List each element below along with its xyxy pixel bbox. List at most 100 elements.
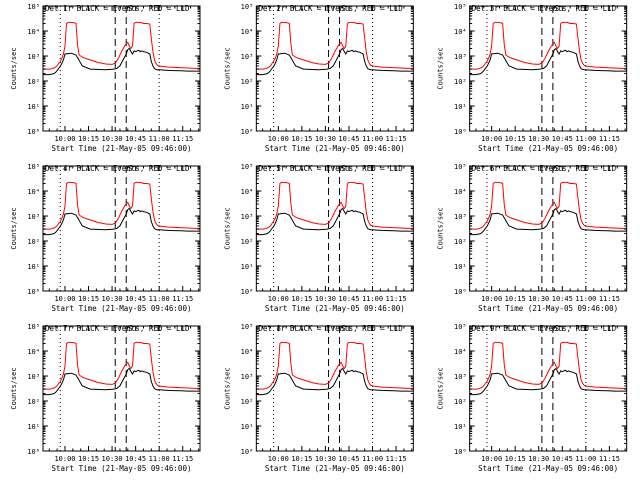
- x-tick-label: 11:00: [149, 295, 170, 303]
- x-tick-label: 10:00: [54, 455, 75, 463]
- x-tick-label: 11:15: [599, 455, 620, 463]
- y-tick-label: 10²: [27, 398, 40, 406]
- x-tick-label: 11:00: [149, 135, 170, 143]
- y-tick-label: 10³: [454, 373, 467, 381]
- x-tick-label: 10:15: [78, 135, 99, 143]
- y-tick-label: 10⁵: [241, 3, 254, 11]
- plot-frame: [255, 325, 414, 452]
- y-tick-label: 10³: [27, 53, 40, 61]
- events-series-line: [256, 47, 414, 76]
- event-marker-label: S: [341, 164, 346, 173]
- y-tick-label: 10⁰: [241, 448, 254, 456]
- y-tick-label: 10⁴: [27, 348, 40, 356]
- y-tick-label: 10³: [241, 373, 254, 381]
- x-tick-label: 11:15: [172, 295, 193, 303]
- x-tick-label: 10:30: [102, 295, 123, 303]
- x-tick-label: 11:15: [386, 455, 407, 463]
- x-tick-label: 10:30: [315, 455, 336, 463]
- y-tick-label: 10²: [241, 78, 254, 86]
- y-axis-label: Counts/sec: [10, 207, 18, 249]
- x-tick-label: 11:15: [172, 455, 193, 463]
- y-tick-label: 10¹: [241, 103, 254, 111]
- event-marker-label: S: [128, 164, 133, 173]
- y-tick-label: 10⁴: [27, 188, 40, 196]
- x-tick-label: 11:15: [599, 295, 620, 303]
- event-marker-label: E: [157, 4, 162, 13]
- plot-frame: [255, 5, 414, 132]
- event-marker-label: E: [157, 164, 162, 173]
- event-marker-label: S: [128, 4, 133, 13]
- y-axis-label: Counts/sec: [10, 367, 18, 409]
- y-tick-label: 10³: [241, 213, 254, 221]
- event-marker-label: S: [341, 324, 346, 333]
- y-tick-label: 10³: [454, 213, 467, 221]
- x-tick-label: 10:00: [54, 135, 75, 143]
- y-tick-label: 10⁰: [27, 448, 40, 456]
- x-tick-label: 11:15: [386, 295, 407, 303]
- event-marker-label: E: [583, 324, 588, 333]
- x-tick-label: 10:30: [528, 455, 549, 463]
- x-tick-label: 10:45: [338, 455, 359, 463]
- y-tick-label: 10⁴: [454, 348, 467, 356]
- y-tick-label: 10²: [454, 398, 467, 406]
- y-axis-label: Counts/sec: [437, 207, 445, 249]
- y-axis-label: Counts/sec: [437, 47, 445, 89]
- y-tick-label: 10¹: [454, 423, 467, 431]
- plot-frame: [42, 5, 201, 132]
- plot-frame: [469, 325, 628, 452]
- x-tick-label: 10:15: [505, 295, 526, 303]
- events-series-line: [469, 207, 627, 236]
- y-tick-label: 10⁴: [27, 28, 40, 36]
- event-marker-label: E: [583, 4, 588, 13]
- y-tick-label: 10⁰: [454, 288, 467, 296]
- y-tick-label: 10⁵: [27, 323, 40, 331]
- panel-title: Det 8r BLACK = Events, RED = LLD: [258, 324, 403, 333]
- x-axis-label: Start Time (21-May-05 09:46:00): [478, 144, 618, 153]
- x-tick-label: 10:00: [481, 295, 502, 303]
- panel-title: Det 7r BLACK = Events, RED = LLD: [45, 324, 190, 333]
- y-tick-label: 10⁴: [241, 348, 254, 356]
- x-tick-label: 10:00: [481, 455, 502, 463]
- x-axis-label: Start Time (21-May-05 09:46:00): [265, 304, 405, 313]
- plot-frame: [469, 165, 628, 292]
- y-tick-label: 10⁵: [27, 3, 40, 11]
- x-tick-label: 10:15: [78, 455, 99, 463]
- lld-series-line: [469, 181, 627, 230]
- x-tick-label: 10:00: [481, 135, 502, 143]
- x-tick-label: 11:00: [149, 455, 170, 463]
- x-tick-label: 10:30: [528, 135, 549, 143]
- panel-title: Det 3r BLACK = Events, RED = LLD: [472, 4, 617, 13]
- events-series-line: [43, 47, 200, 76]
- event-marker-label: E: [583, 164, 588, 173]
- x-tick-label: 10:30: [528, 295, 549, 303]
- lld-series-line: [43, 341, 200, 390]
- y-tick-label: 10⁵: [241, 163, 254, 171]
- x-tick-label: 10:00: [268, 135, 289, 143]
- x-tick-label: 11:15: [386, 135, 407, 143]
- y-tick-label: 10³: [27, 373, 40, 381]
- plot-frame: [42, 165, 201, 292]
- x-axis-label: Start Time (21-May-05 09:46:00): [52, 144, 192, 153]
- event-marker-label: S: [554, 164, 559, 173]
- x-tick-label: 11:15: [172, 135, 193, 143]
- panel-title: Det 5r BLACK = Events, RED = LLD: [258, 164, 403, 173]
- x-tick-label: 11:00: [362, 455, 383, 463]
- lld-series-line: [256, 21, 414, 70]
- panel-title: Det 4r BLACK = Events, RED = LLD: [45, 164, 190, 173]
- x-tick-label: 11:15: [599, 135, 620, 143]
- y-tick-label: 10⁰: [454, 128, 467, 136]
- x-tick-label: 11:00: [362, 295, 383, 303]
- y-tick-label: 10⁰: [454, 448, 467, 456]
- y-tick-label: 10²: [454, 78, 467, 86]
- event-marker-label: S: [554, 4, 559, 13]
- x-tick-label: 10:45: [125, 135, 146, 143]
- y-tick-label: 10⁴: [454, 188, 467, 196]
- events-series-line: [256, 207, 414, 236]
- y-tick-label: 10²: [241, 398, 254, 406]
- y-axis-label: Counts/sec: [10, 47, 18, 89]
- lld-series-line: [43, 21, 200, 70]
